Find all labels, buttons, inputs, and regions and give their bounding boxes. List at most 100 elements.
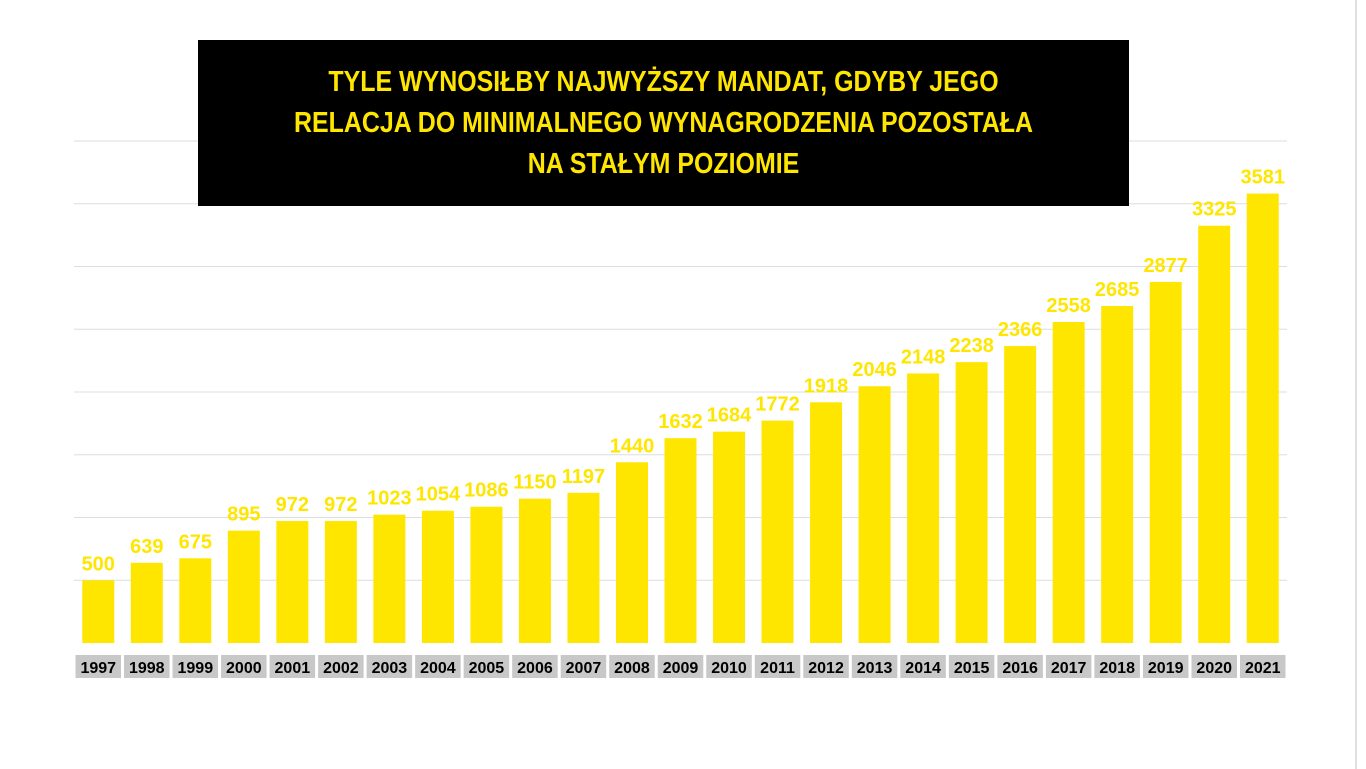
tick-label: 2006 — [517, 660, 553, 677]
data-label: 639 — [130, 536, 163, 558]
tick-label: 2020 — [1196, 660, 1232, 677]
tick-label: 2009 — [663, 660, 699, 677]
bar — [1246, 193, 1279, 643]
tick-label-background — [512, 655, 558, 678]
bar — [227, 530, 260, 643]
bar — [373, 514, 406, 643]
tick-label-background — [75, 655, 122, 678]
tick-label: 2021 — [1245, 660, 1281, 677]
tick-label: 2014 — [905, 660, 941, 677]
bar — [421, 510, 454, 643]
tick-label-background — [803, 655, 849, 678]
tick-label: 2016 — [1002, 660, 1038, 677]
data-label: 2558 — [1046, 295, 1091, 317]
data-label: 3581 — [1240, 167, 1285, 189]
tick-label-background — [1045, 655, 1092, 678]
value-labels: 500 639 675 895 972 972 1023 1054 1086 1150 119714… — [82, 167, 1285, 576]
data-label: 1150 — [513, 472, 556, 494]
tick-label: 2019 — [1148, 660, 1184, 677]
tick-label-background — [657, 655, 704, 678]
tick-label: 2017 — [1051, 660, 1087, 677]
tick-label-background — [415, 655, 461, 678]
tick-label: 2010 — [711, 660, 747, 677]
data-label: 1086 — [464, 480, 509, 502]
tick-label: 2005 — [469, 660, 505, 677]
bar — [179, 558, 212, 643]
tick-label-background — [948, 655, 995, 678]
tick-label-background — [754, 655, 801, 678]
tick-label-background — [609, 655, 655, 678]
bar — [1149, 281, 1182, 643]
data-label: 2238 — [949, 335, 994, 357]
bar — [567, 492, 600, 643]
bar — [1004, 346, 1037, 643]
tick-label-background — [997, 655, 1043, 678]
data-label: 895 — [227, 504, 260, 526]
data-label: 2366 — [998, 319, 1043, 341]
bar — [82, 580, 115, 643]
tick-label: 1999 — [178, 660, 214, 677]
bar — [1101, 306, 1134, 643]
tick-label: 2015 — [954, 660, 990, 677]
bar — [713, 431, 746, 643]
bar — [276, 521, 309, 643]
tick-label-background — [463, 655, 510, 678]
data-label: 1918 — [804, 375, 849, 397]
bar — [1052, 321, 1085, 643]
tick-label-background — [706, 655, 752, 678]
data-label: 1054 — [416, 484, 461, 506]
tick-label: 2003 — [372, 660, 408, 677]
data-label: 1023 — [367, 488, 412, 510]
bar — [130, 562, 163, 643]
data-label: 2877 — [1143, 255, 1188, 277]
data-label: 1197 — [562, 466, 605, 488]
tick-label: 1998 — [129, 660, 165, 677]
data-label: 1632 — [658, 411, 703, 433]
tick-label: 2018 — [1099, 660, 1135, 677]
tick-label: 2002 — [323, 660, 359, 677]
bar — [324, 521, 357, 643]
data-label: 3325 — [1192, 199, 1237, 221]
bar — [1198, 225, 1231, 643]
chart-title-box: TYLE WYNOSIŁBY NAJWYŻSZY MANDAT, GDYBY J… — [198, 40, 1129, 206]
data-label: 500 — [82, 553, 115, 575]
tick-label-background — [172, 655, 219, 678]
tick-label-background — [1239, 655, 1286, 678]
tick-label: 1997 — [80, 660, 116, 677]
data-label: 2685 — [1095, 279, 1140, 301]
tick-label: 2000 — [226, 660, 262, 677]
tick-label: 2012 — [808, 660, 844, 677]
chart-title: TYLE WYNOSIŁBY NAJWYŻSZY MANDAT, GDYBY J… — [294, 65, 1033, 180]
tick-label-background — [221, 655, 267, 678]
bar — [907, 373, 940, 643]
category-axis: 1997 1998 1999 2000 2001 2002 2003 2004 2005 2006… — [75, 655, 1286, 678]
tick-label: 2008 — [614, 660, 650, 677]
tick-label: 2004 — [420, 660, 456, 677]
bar — [810, 402, 843, 643]
tick-label-background — [1142, 655, 1189, 678]
bar — [858, 386, 891, 643]
tick-label: 2013 — [857, 660, 893, 677]
tick-label-background — [560, 655, 607, 678]
data-label: 1684 — [707, 405, 752, 427]
data-label: 972 — [324, 494, 357, 516]
data-label: 2046 — [852, 359, 897, 381]
data-label: 675 — [179, 531, 212, 553]
tick-label: 2001 — [275, 660, 311, 677]
bar — [615, 462, 648, 643]
tick-label-background — [900, 655, 946, 678]
bar — [470, 506, 503, 643]
tick-label-background — [1094, 655, 1140, 678]
data-label: 2148 — [901, 346, 946, 368]
tick-label-background — [124, 655, 170, 678]
data-label: 1772 — [755, 394, 800, 416]
slide-edge — [1355, 0, 1357, 769]
tick-label-background — [1191, 655, 1237, 678]
tick-label-background — [851, 655, 898, 678]
tick-label: 2007 — [566, 660, 602, 677]
data-label: 1440 — [610, 435, 655, 457]
bar — [664, 438, 697, 643]
bars — [82, 193, 1279, 643]
tick-label: 2011 — [760, 660, 795, 677]
